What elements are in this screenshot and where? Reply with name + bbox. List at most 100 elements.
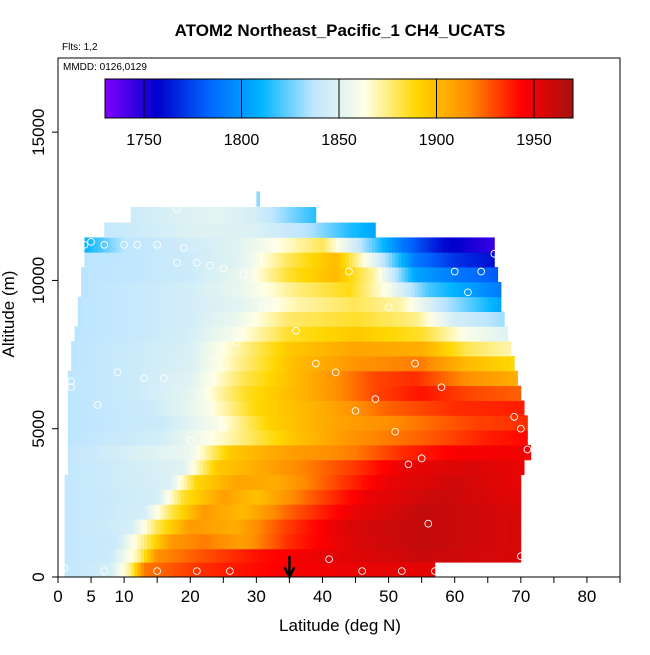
heatmap-cell (332, 519, 337, 535)
heatmap-cell (236, 252, 241, 268)
heatmap-cell (421, 385, 426, 401)
heatmap-cell (170, 489, 175, 505)
heatmap-cell (441, 504, 446, 520)
heatmap-cell (444, 237, 449, 253)
heatmap-cell (219, 267, 224, 283)
heatmap-cell (286, 207, 290, 223)
heatmap-cell (345, 222, 350, 238)
heatmap-cell (130, 370, 135, 387)
heatmap-cell (180, 400, 185, 416)
heatmap-cell (87, 252, 92, 268)
heatmap-cell (411, 459, 416, 476)
heatmap-cell (239, 534, 244, 550)
heatmap-cell (249, 370, 254, 387)
heatmap-cell (262, 356, 267, 372)
heatmap-cell (210, 474, 214, 490)
heatmap-cell (477, 311, 482, 327)
heatmap-cell (226, 430, 231, 446)
heatmap-cell (378, 430, 383, 446)
heatmap-cell (177, 341, 181, 357)
heatmap-cell (487, 489, 492, 505)
heatmap-cell (451, 445, 456, 461)
heatmap-cell (84, 562, 89, 577)
heatmap-cell (134, 237, 138, 253)
heatmap-cell (190, 534, 194, 550)
heatmap-cell (332, 252, 337, 268)
heatmap-cell (193, 415, 198, 431)
heatmap-cell (97, 267, 102, 283)
heatmap-cell (130, 534, 135, 550)
sample-point (259, 303, 267, 311)
heatmap-cell (391, 326, 396, 342)
heatmap-cell (424, 296, 429, 312)
heatmap-cell (77, 296, 82, 312)
heatmap-cell (315, 519, 320, 535)
heatmap-cell (253, 489, 257, 505)
heatmap-cell (315, 356, 320, 372)
heatmap-cell (97, 562, 102, 577)
heatmap-cell (87, 504, 92, 520)
heatmap-cell (236, 341, 241, 357)
heatmap-cell (289, 222, 294, 238)
heatmap-cell (229, 562, 234, 577)
heatmap-cell (107, 356, 112, 372)
heatmap-cell (249, 356, 254, 372)
sample-point (431, 567, 439, 575)
heatmap-cell (325, 489, 330, 505)
heatmap-cell (206, 281, 211, 298)
heatmap-cell (438, 311, 442, 327)
heatmap-cell (411, 548, 416, 563)
heatmap-cell (342, 385, 347, 401)
heatmap-cell (213, 548, 218, 563)
heatmap-cell (391, 267, 396, 283)
heatmap-cell (305, 281, 310, 298)
heatmap-cell (411, 400, 416, 416)
heatmap-cell (124, 281, 128, 298)
heatmap-cell (292, 459, 297, 476)
heatmap-cell (196, 296, 201, 312)
heatmap-cell (365, 400, 370, 416)
heatmap-cell (428, 474, 432, 490)
heatmap-cell (352, 519, 356, 535)
heatmap-cell (163, 445, 168, 461)
heatmap-cell (249, 400, 254, 416)
heatmap-cell (81, 296, 85, 312)
heatmap-cell (216, 252, 221, 268)
heatmap-cell (329, 281, 333, 298)
heatmap-cell (163, 459, 168, 476)
heatmap-cell (223, 415, 227, 431)
heatmap-cell (153, 445, 158, 461)
heatmap-cell (279, 222, 284, 238)
heatmap-cell (137, 356, 142, 372)
heatmap-cell (484, 237, 489, 253)
heatmap-cell (421, 341, 426, 357)
heatmap-cell (77, 489, 82, 505)
heatmap-cell (157, 237, 161, 253)
heatmap-cell (408, 474, 413, 490)
heatmap-cell (517, 474, 522, 490)
heatmap-cell (401, 489, 406, 505)
heatmap-cell (451, 252, 456, 268)
heatmap-cell (388, 370, 393, 387)
heatmap-cell (458, 415, 462, 431)
heatmap-cell (458, 534, 462, 550)
heatmap-cell (253, 252, 257, 268)
heatmap-cell (292, 519, 297, 535)
heatmap-cell (173, 237, 178, 253)
heatmap-cell (190, 281, 194, 298)
heatmap-cell (365, 489, 370, 505)
heatmap-cell (405, 562, 409, 577)
heatmap-cell (140, 445, 145, 461)
heatmap-cell (104, 222, 108, 238)
heatmap-cell (484, 430, 489, 446)
heatmap-cell (137, 281, 142, 298)
heatmap-cell (464, 296, 469, 312)
heatmap-cell (114, 504, 118, 520)
heatmap-cell (163, 562, 168, 577)
heatmap-cell (100, 356, 105, 372)
heatmap-cell (292, 385, 297, 401)
heatmap-cell (368, 237, 373, 253)
heatmap-cell (329, 237, 333, 253)
heatmap-cell (147, 562, 151, 577)
heatmap-cell (421, 489, 426, 505)
